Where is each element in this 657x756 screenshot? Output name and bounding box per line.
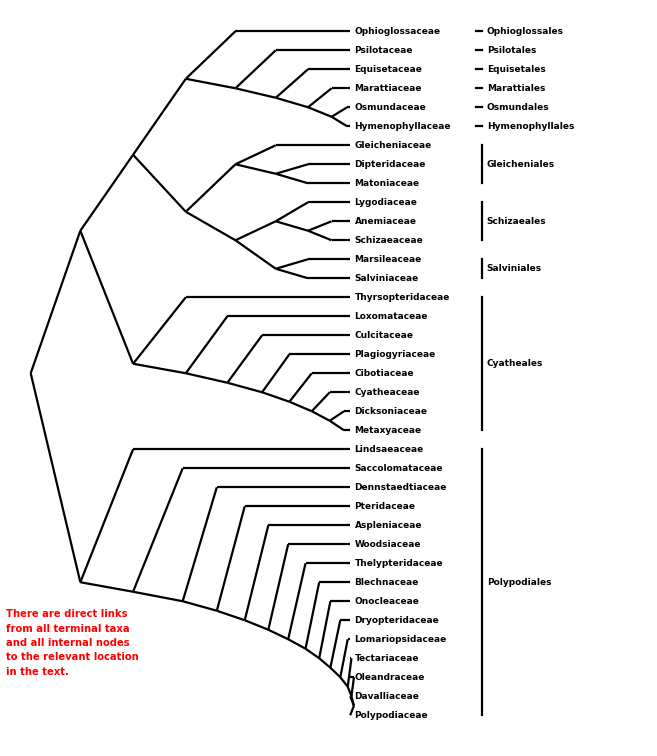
Text: Cyatheales: Cyatheales [487,359,543,368]
Text: Plagiogyriaceae: Plagiogyriaceae [355,350,436,359]
Text: Lygodiaceae: Lygodiaceae [355,198,417,206]
Text: Schizaeales: Schizaeales [487,217,547,226]
Text: Dennstaedtiaceae: Dennstaedtiaceae [355,483,447,491]
Text: Lindsaeaceae: Lindsaeaceae [355,445,424,454]
Text: Saccolomataceae: Saccolomataceae [355,463,443,472]
Text: Hymenophyllaceae: Hymenophyllaceae [355,122,451,131]
Text: Tectariaceae: Tectariaceae [355,654,419,663]
Text: Dicksoniaceae: Dicksoniaceae [355,407,428,416]
Text: Davalliaceae: Davalliaceae [355,692,419,701]
Text: Onocleaceae: Onocleaceae [355,596,419,606]
Text: Thelypteridaceae: Thelypteridaceae [355,559,443,568]
Text: Cibotiaceae: Cibotiaceae [355,369,414,378]
Text: Thyrsopteridaceae: Thyrsopteridaceae [355,293,450,302]
Text: Marsileaceae: Marsileaceae [355,255,422,264]
Text: Psilotaceae: Psilotaceae [355,46,413,54]
Text: Oleandraceae: Oleandraceae [355,673,425,682]
Text: Matoniaceae: Matoniaceae [355,178,420,187]
Text: Woodsiaceae: Woodsiaceae [355,540,421,549]
Text: There are direct links
from all terminal taxa
and all internal nodes
to the rele: There are direct links from all terminal… [6,609,139,677]
Text: Cyatheaceae: Cyatheaceae [355,388,420,397]
Text: Culcitaceae: Culcitaceae [355,331,413,339]
Text: Psilotales: Psilotales [487,46,536,54]
Text: Marattiaceae: Marattiaceae [355,84,422,93]
Text: Gleicheniaceae: Gleicheniaceae [355,141,432,150]
Text: Loxomataceae: Loxomataceae [355,311,428,321]
Text: Ophioglossaceae: Ophioglossaceae [355,26,441,36]
Text: Equisetales: Equisetales [487,65,545,74]
Text: Osmundales: Osmundales [487,103,549,112]
Text: Anemiaceae: Anemiaceae [355,217,417,226]
Text: Blechnaceae: Blechnaceae [355,578,419,587]
Text: Aspleniaceae: Aspleniaceae [355,521,422,530]
Text: Marattiales: Marattiales [487,84,545,93]
Text: Dryopteridaceae: Dryopteridaceae [355,615,440,624]
Text: Pteridaceae: Pteridaceae [355,502,416,511]
Text: Dipteridaceae: Dipteridaceae [355,160,426,169]
Text: Polypodiales: Polypodiales [487,578,551,587]
Text: Hymenophyllales: Hymenophyllales [487,122,574,131]
Text: Equisetaceae: Equisetaceae [355,65,422,74]
Text: Metaxyaceae: Metaxyaceae [355,426,422,435]
Text: Ophioglossales: Ophioglossales [487,26,564,36]
Text: Schizaeaceae: Schizaeaceae [355,236,423,245]
Text: Polypodiaceae: Polypodiaceae [355,711,428,720]
Text: Salviniaceae: Salviniaceae [355,274,419,283]
Text: Salviniales: Salviniales [487,265,542,273]
Text: Gleicheniales: Gleicheniales [487,160,555,169]
Text: Lomariopsidaceae: Lomariopsidaceae [355,635,447,643]
Text: Osmundaceae: Osmundaceae [355,103,426,112]
